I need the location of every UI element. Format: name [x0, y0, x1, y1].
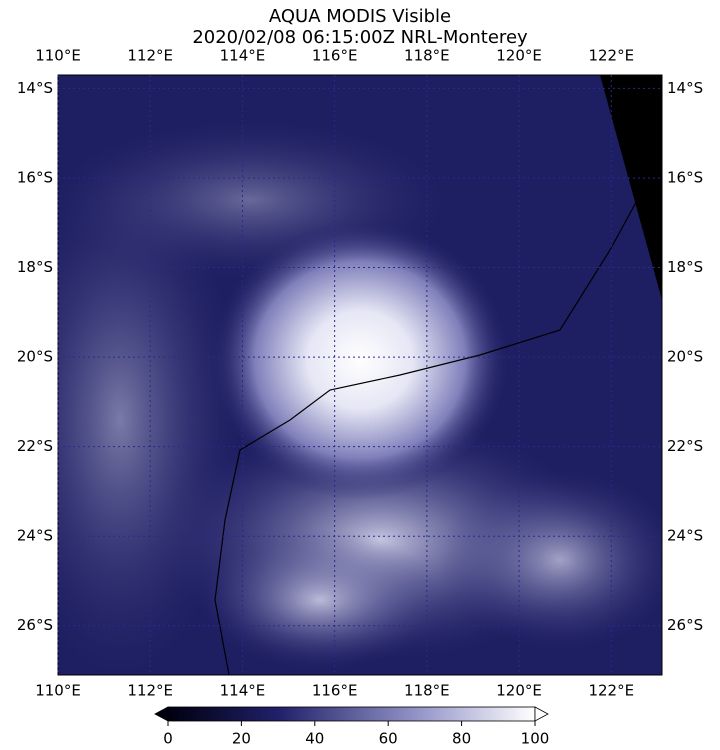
lon-tick-label: 118°E — [404, 682, 450, 700]
lon-tick-label: 110°E — [35, 47, 81, 65]
colorbar-tick-label: 80 — [452, 730, 471, 748]
lon-tick-label: 110°E — [35, 682, 81, 700]
lon-tick-label: 120°E — [496, 682, 542, 700]
colorbar-tick-label: 100 — [521, 730, 550, 748]
lat-tick-label: 20°S — [17, 348, 53, 366]
lat-tick-label: 26°S — [17, 616, 53, 634]
lon-tick-label: 112°E — [127, 682, 173, 700]
lat-tick-label: 24°S — [17, 527, 53, 545]
lon-tick-label: 116°E — [312, 47, 358, 65]
lat-tick-label: 26°S — [667, 616, 703, 634]
lat-tick-label: 16°S — [667, 168, 703, 186]
lon-tick-label: 120°E — [496, 47, 542, 65]
lon-tick-label: 122°E — [588, 682, 634, 700]
colorbar-min-arrow — [154, 706, 169, 722]
lat-tick-label: 14°S — [667, 79, 703, 97]
lat-tick-label: 22°S — [667, 437, 703, 455]
satellite-image — [58, 75, 662, 675]
lon-tick-label: 118°E — [404, 47, 450, 65]
lat-tick-label: 20°S — [667, 348, 703, 366]
lon-tick-label: 116°E — [312, 682, 358, 700]
lon-tick-label: 112°E — [127, 47, 173, 65]
lon-tick-label: 114°E — [220, 682, 266, 700]
colorbar — [167, 706, 536, 722]
lat-tick-label: 18°S — [667, 258, 703, 276]
lat-tick-label: 18°S — [17, 258, 53, 276]
colorbar-max-arrow — [534, 706, 549, 722]
colorbar-tick-label: 20 — [232, 730, 251, 748]
title: AQUA MODIS Visible — [269, 6, 451, 27]
colorbar-tick-label: 40 — [305, 730, 324, 748]
lat-tick-label: 14°S — [17, 79, 53, 97]
lat-tick-label: 22°S — [17, 437, 53, 455]
lat-tick-label: 16°S — [17, 168, 53, 186]
lon-tick-label: 114°E — [220, 47, 266, 65]
lat-tick-label: 24°S — [667, 527, 703, 545]
colorbar-tick-label: 60 — [379, 730, 398, 748]
lon-tick-label: 122°E — [588, 47, 634, 65]
subtitle: 2020/02/08 06:15:00Z NRL-Monterey — [192, 27, 528, 48]
colorbar-tick-label: 0 — [163, 730, 173, 748]
